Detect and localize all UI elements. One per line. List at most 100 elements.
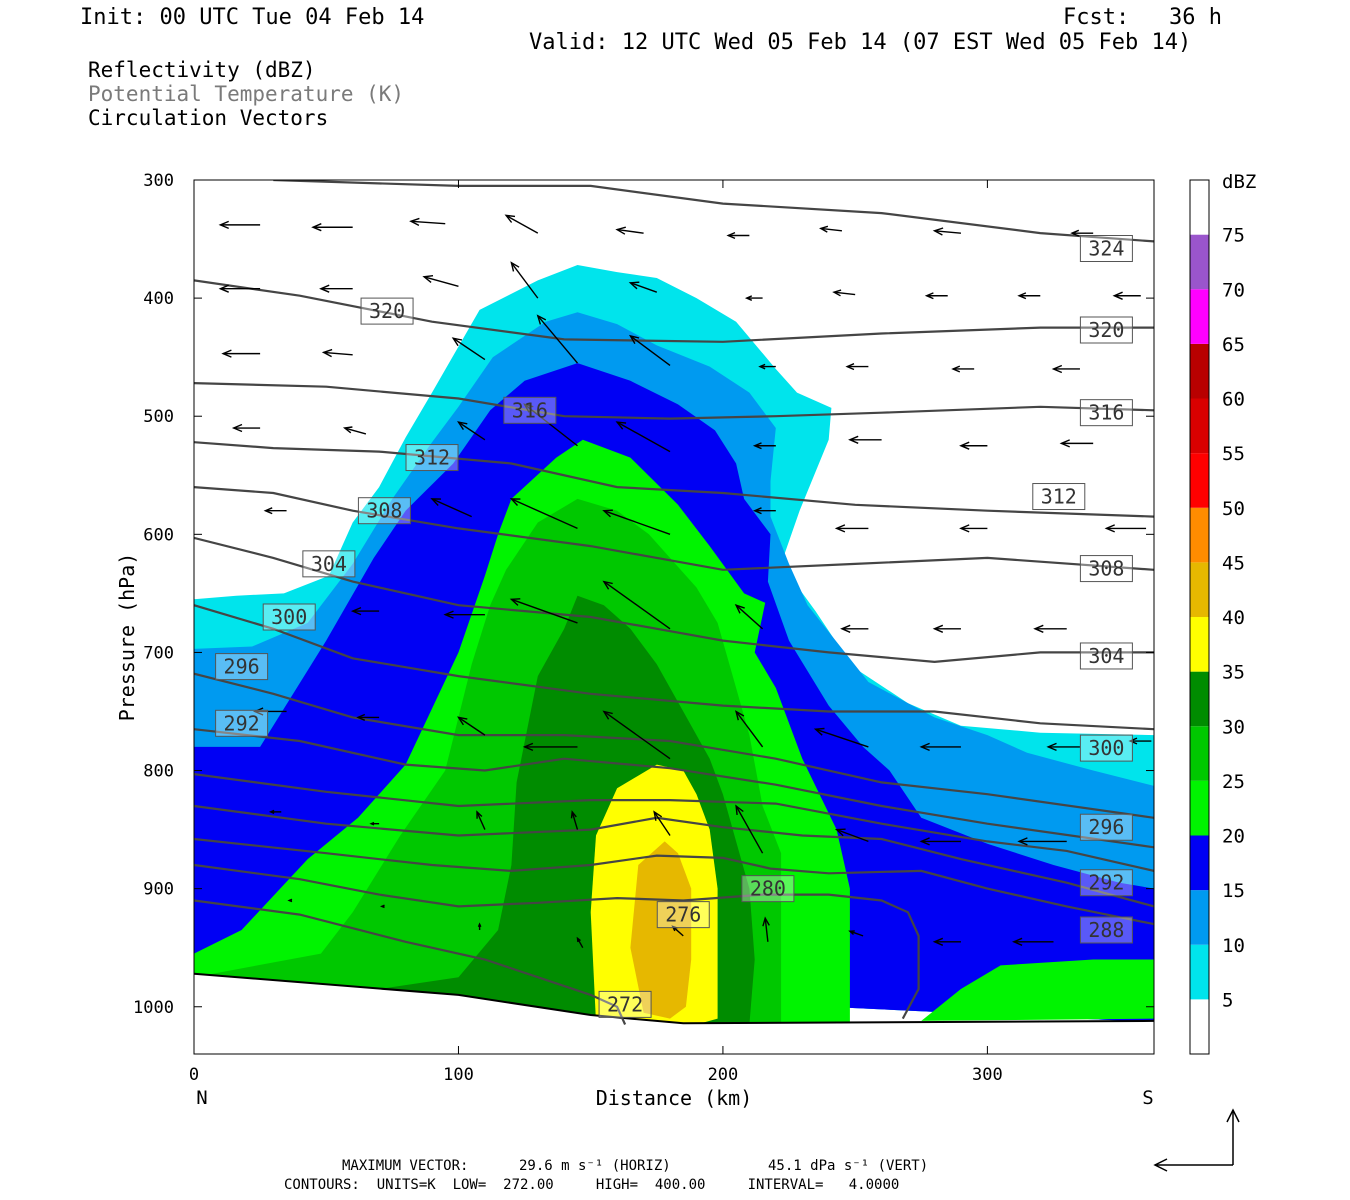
theta-label-300: 300	[262, 603, 316, 631]
reflectivity-area-20dbz	[921, 959, 1154, 1021]
colorbar-swatch	[1190, 398, 1209, 454]
circulation-vector	[430, 498, 472, 518]
vector-head	[735, 804, 744, 815]
vector-head	[1017, 837, 1028, 846]
theta-contour-304	[194, 536, 1154, 664]
colorbar-swatch	[1190, 835, 1209, 891]
circulation-vector	[231, 423, 261, 433]
circulation-vector	[628, 281, 658, 293]
circulation-vector	[576, 936, 584, 949]
vector-head	[951, 365, 961, 373]
vector-head	[457, 421, 468, 430]
theta-contour-280	[194, 837, 1154, 926]
theta-label-text: 304	[1088, 644, 1124, 668]
vector-head	[380, 904, 385, 909]
vector-head	[602, 580, 613, 590]
vector-head	[1011, 937, 1023, 946]
theta-contour-292	[194, 728, 1154, 849]
theta-contour-272	[194, 899, 627, 1025]
vector-shaft	[458, 716, 486, 736]
vector-shaft	[505, 214, 539, 234]
circulation-vector	[735, 710, 764, 748]
y-axis-label: Pressure (hPa)	[115, 553, 139, 722]
circulation-vector	[1112, 291, 1141, 300]
x-end-label-south: S	[1142, 1087, 1153, 1109]
theta-contour-308	[194, 486, 1154, 571]
theta-label-320: 320	[1079, 316, 1133, 344]
circulation-vector	[602, 580, 671, 630]
vector-head	[350, 606, 362, 616]
circulation-vector	[752, 507, 776, 515]
theta-label-292: 292	[1079, 869, 1133, 897]
colorbar-swatch	[1190, 944, 1209, 1000]
circulation-vector	[350, 606, 380, 616]
reflectivity-area-40dbz	[630, 841, 692, 1019]
circulation-vector	[1104, 524, 1147, 533]
theta-label-box	[215, 709, 269, 737]
theta-label-276: 276	[656, 901, 710, 929]
circulation-vector	[735, 804, 764, 854]
vector-head	[319, 284, 330, 293]
vector-head	[509, 598, 521, 606]
vector-shaft	[629, 335, 671, 366]
theta-label-316: 316	[503, 396, 557, 424]
vector-head	[744, 295, 753, 301]
circulation-vector	[221, 349, 261, 358]
colorbar-swatch	[1190, 780, 1209, 836]
theta-contour-320	[194, 279, 1154, 343]
circulation-vector	[1128, 737, 1152, 745]
vector-shaft	[603, 710, 671, 760]
colorbar-frame	[1189, 179, 1210, 1055]
vector-head	[342, 426, 353, 434]
vector-shaft	[735, 805, 764, 854]
y-tick-label: 900	[143, 880, 174, 900]
theta-label-text: 292	[224, 711, 260, 735]
theta-label-280: 280	[741, 875, 795, 903]
circulation-vector	[409, 217, 446, 227]
colorbar-swatch	[1190, 617, 1209, 672]
vector-head	[231, 423, 243, 433]
colorbar-level-label: 10	[1222, 935, 1245, 957]
max-vector-horiz: 29.6 m s⁻¹ (HORIZ)	[519, 1158, 671, 1174]
theta-label-box	[1079, 235, 1133, 263]
circulation-vector	[252, 707, 287, 716]
vector-shaft	[616, 421, 671, 453]
vector-head	[752, 507, 762, 515]
y-tick-label: 600	[143, 525, 174, 545]
vector-shaft	[735, 604, 764, 630]
vector-head	[848, 930, 855, 936]
circulation-vector	[752, 442, 776, 450]
circulation-vector	[615, 226, 644, 235]
colorbar-level-label: 5	[1222, 989, 1233, 1011]
circulation-vector	[536, 314, 579, 364]
vector-shaft	[323, 351, 353, 356]
circulation-vector	[959, 524, 988, 533]
theta-contour-284	[194, 804, 1154, 908]
plot-frame	[193, 179, 1155, 1055]
circulation-vector	[510, 261, 539, 299]
vector-shaft	[603, 510, 671, 535]
circulation-vector	[932, 227, 962, 236]
circulation-vector	[602, 710, 671, 760]
y-tick-label: 700	[143, 643, 174, 663]
axes: 300 400 500 600 700 800 900 1000 0 100 200 300 N S Dis…	[115, 171, 1154, 1110]
circulation-vector	[845, 363, 869, 371]
colorbar-level-label: 15	[1222, 880, 1245, 902]
colorbar-swatch	[1190, 453, 1209, 508]
circulation-vector	[848, 930, 864, 937]
theta-label-316: 316	[1079, 399, 1133, 427]
theta-contour-300	[194, 604, 1154, 731]
vector-head	[752, 442, 762, 450]
vector-head	[218, 284, 229, 293]
circulation-vector	[1033, 624, 1067, 633]
vector-head	[845, 363, 855, 371]
circulation-vector	[1059, 439, 1094, 448]
theta-label-box	[262, 603, 316, 631]
vector-head	[840, 624, 851, 633]
vector-head	[832, 289, 842, 297]
circulation-vector	[628, 334, 671, 366]
valid-time-label: Valid: 12 UTC Wed 05 Feb 14 (07 EST Wed …	[529, 30, 1192, 55]
theta-label-320: 320	[360, 297, 414, 325]
theta-label-text: 312	[1041, 485, 1077, 509]
colorbar-level-label: 45	[1222, 552, 1245, 574]
